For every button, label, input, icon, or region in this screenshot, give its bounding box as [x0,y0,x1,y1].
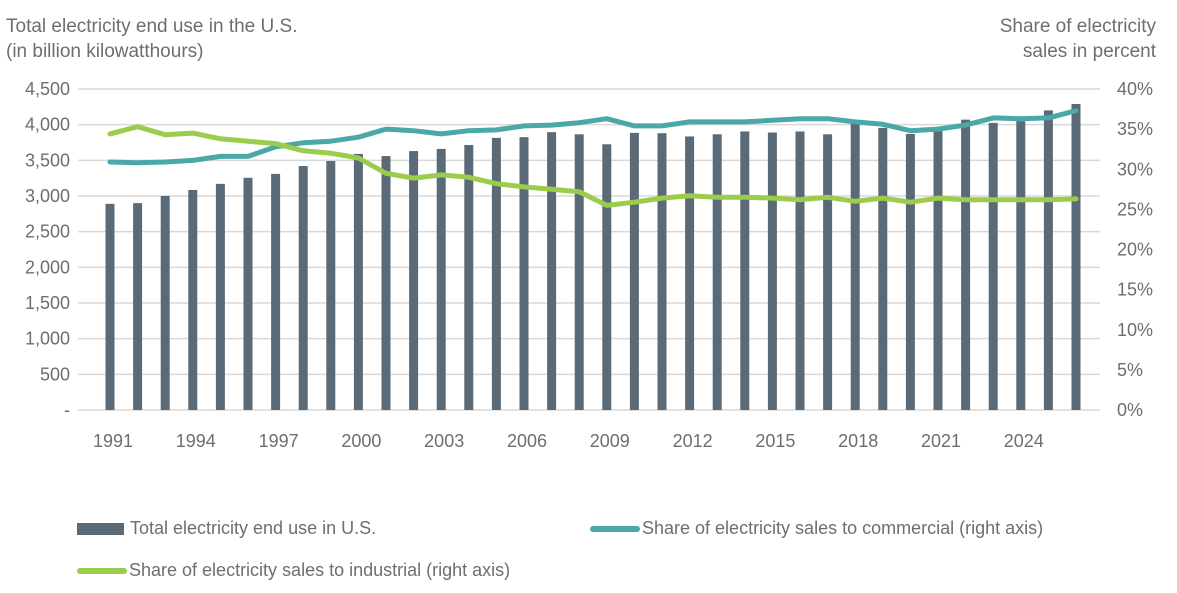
bar-2020 [905,133,915,410]
right-tick-label: 0% [1117,400,1143,420]
right-tick-label: 5% [1117,360,1143,380]
left-axis-title-line-2: (in billion kilowatthours) [6,41,204,62]
bar-2015 [767,132,777,410]
bar-2016 [795,131,805,410]
bar-2009 [602,144,612,411]
bar-2014 [740,131,750,410]
line-series-group [107,108,1079,208]
bar-1996 [243,177,253,410]
legend-label-industrial: Share of electricity sales to industrial… [129,560,511,580]
x-axis-ticks: 1991 1994 1997 2000 2003 2006 2009 2012 2015 2018… [93,431,1044,451]
right-axis-title: Share of electricity sales in percent [1000,14,1156,64]
bar-2026 [1071,103,1081,410]
right-tick-label: 15% [1117,280,1153,300]
x-tick-label: 2015 [755,431,795,451]
bar-1999 [326,161,336,410]
left-tick-label: - [64,400,70,420]
x-tick-label: 2006 [507,431,547,451]
right-tick-label: 30% [1117,159,1153,179]
bar-2000 [353,153,363,410]
right-tick-label: 25% [1117,199,1153,219]
bar-1993 [160,196,170,410]
left-tick-label: 2,500 [25,222,70,242]
x-tick-label: 1991 [93,431,133,451]
left-tick-label: 1,000 [25,329,70,349]
bar-2007 [547,132,557,410]
right-tick-label: 40% [1117,79,1153,99]
line-commercial-share [107,108,1079,166]
left-tick-label: 2,000 [25,257,70,277]
bar-2010 [629,132,639,410]
bar-2022 [961,119,971,410]
bar-1998 [298,166,308,410]
bar-2003 [436,148,446,411]
x-tick-label: 2018 [838,431,878,451]
left-axis-title-line-1: Total electricity end use in the U.S. [6,16,298,37]
left-tick-label: 3,500 [25,150,70,170]
legend-swatch-industrial [77,567,127,574]
bar-1991 [105,203,115,410]
right-tick-label: 20% [1117,240,1153,260]
legend-swatch-commercial [590,525,640,532]
bar-2005 [491,137,501,410]
bar-2018 [850,123,860,410]
bar-2021 [933,131,943,410]
bar-1994 [188,189,198,410]
chart-plot: - 500 1,000 1,500 2,000 2,500 3,000 3,500 4,000 4… [25,79,1153,451]
legend-item-commercial: Share of electricity sales to commercial… [590,518,1043,539]
legend-item-industrial: Share of electricity sales to industrial… [77,560,510,581]
right-axis-title-line-1: Share of electricity [999,16,1156,37]
bar-1995 [215,183,225,410]
bar-2002 [409,151,419,410]
bar-series-total-use [105,103,1081,411]
bar-2004 [464,144,474,410]
left-tick-label: 4,000 [25,115,70,135]
bar-2019 [878,127,888,411]
legend-label-total-use: Total electricity end use in U.S. [130,518,377,538]
gridlines [78,88,1100,411]
right-tick-label: 35% [1117,119,1153,139]
left-tick-label: 1,500 [25,293,70,313]
bar-2025 [1043,110,1053,411]
bar-2023 [988,122,998,410]
bar-2008 [574,134,584,410]
x-tick-label: 1997 [259,431,299,451]
bar-2024 [1016,121,1026,410]
bar-1992 [133,203,143,410]
bar-2012 [685,136,695,411]
x-tick-label: 2012 [673,431,713,451]
bar-2011 [657,133,667,410]
legend-swatch-total-use [77,522,124,535]
bar-2006 [519,137,529,410]
line-industrial-share [107,124,1079,208]
legend-item-total-use: Total electricity end use in U.S. [77,518,376,539]
legend-label-commercial: Share of electricity sales to commercial… [642,518,1044,538]
bar-2013 [712,134,722,410]
left-axis-title: Total electricity end use in the U.S. (i… [6,14,297,64]
left-tick-label: 500 [40,364,70,384]
right-axis-ticks: 0% 5% 10% 15% 20% 25% 30% 35% 40% [1117,79,1153,420]
x-tick-label: 2000 [341,431,381,451]
bar-1997 [271,173,281,410]
bar-2017 [823,134,833,410]
x-tick-label: 2003 [424,431,464,451]
right-tick-label: 10% [1117,320,1153,340]
left-tick-label: 4,500 [25,79,70,99]
x-tick-label: 2009 [590,431,630,451]
x-tick-label: 1994 [176,431,216,451]
left-tick-label: 3,000 [25,186,70,206]
bar-2001 [381,156,391,410]
right-axis-title-line-2: sales in percent [1022,41,1156,62]
left-axis-ticks: - 500 1,000 1,500 2,000 2,500 3,000 3,500 4,000 4… [25,79,70,420]
x-tick-label: 2024 [1004,431,1044,451]
x-tick-label: 2021 [921,431,961,451]
